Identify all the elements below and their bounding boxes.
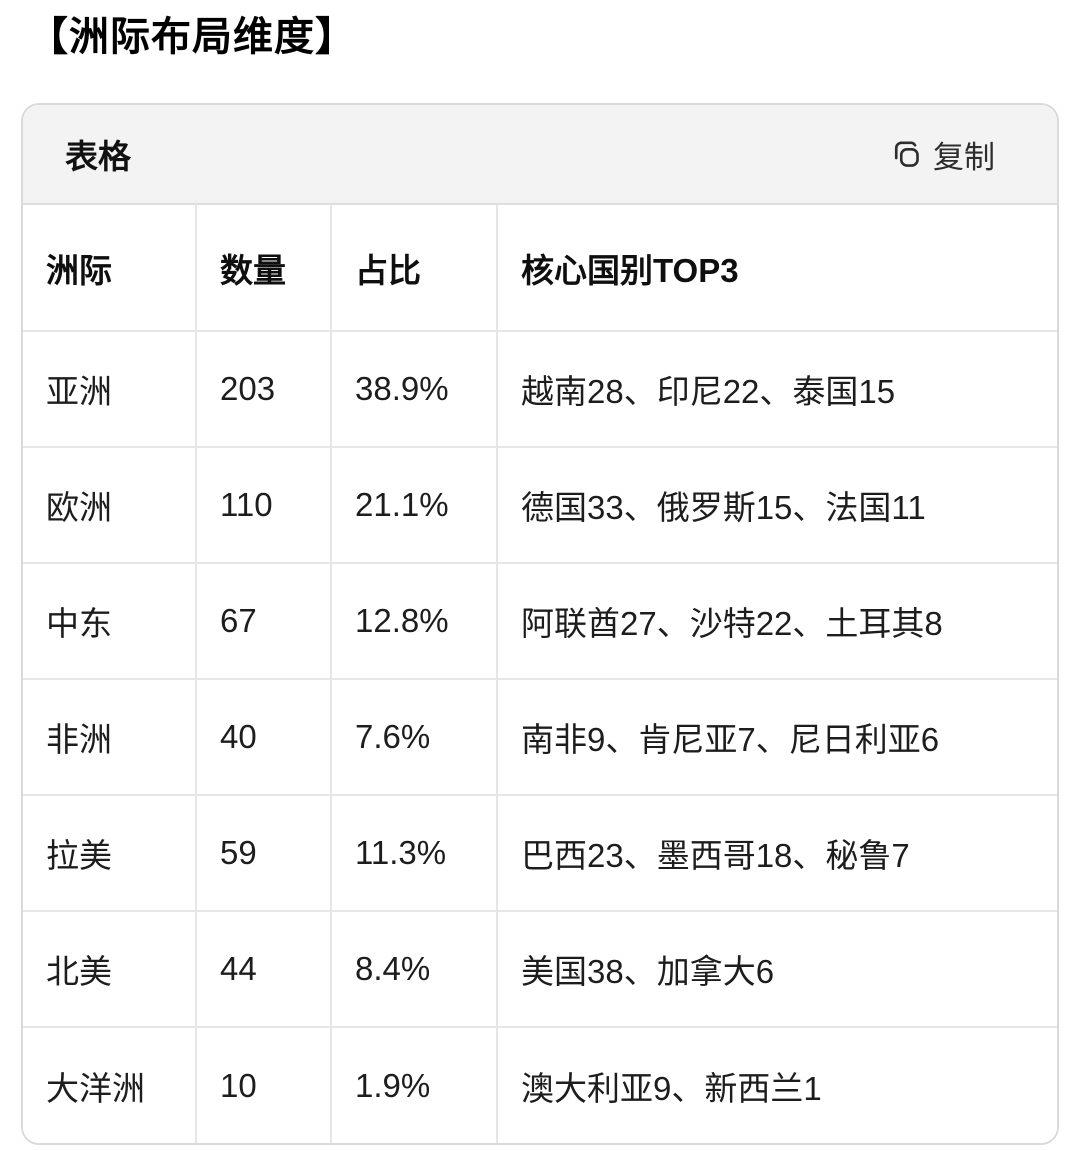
cell-continent: 拉美 [23, 794, 197, 912]
cell-count: 10 [195, 1026, 332, 1143]
table-row: 非洲 40 7.6% 南非9、肯尼亚7、尼日利亚6 [23, 678, 1057, 796]
header-cell-continent: 洲际 [23, 205, 197, 332]
cell-share: 1.9% [330, 1026, 498, 1143]
copy-icon [891, 139, 921, 169]
table-row: 中东 67 12.8% 阿联酋27、沙特22、土耳其8 [23, 562, 1057, 680]
cell-top3: 巴西23、墨西哥18、秘鲁7 [496, 794, 1057, 912]
table-row: 北美 44 8.4% 美国38、加拿大6 [23, 910, 1057, 1028]
cell-top3: 美国38、加拿大6 [496, 910, 1057, 1028]
cell-top3: 德国33、俄罗斯15、法国11 [496, 446, 1057, 564]
cell-count: 67 [195, 562, 332, 680]
cell-top3: 越南28、印尼22、泰国15 [496, 330, 1057, 448]
cell-count: 44 [195, 910, 332, 1028]
cell-share: 21.1% [330, 446, 498, 564]
copy-button[interactable]: 复制 [889, 126, 997, 183]
cell-share: 38.9% [330, 330, 498, 448]
table-row: 大洋洲 10 1.9% 澳大利亚9、新西兰1 [23, 1026, 1057, 1143]
copy-button-label: 复制 [933, 139, 995, 175]
cell-share: 11.3% [330, 794, 498, 912]
header-cell-count: 数量 [195, 205, 332, 332]
cell-top3: 南非9、肯尼亚7、尼日利亚6 [496, 678, 1057, 796]
header-row: 洲际 数量 占比 核心国别TOP3 [23, 205, 1057, 332]
cell-count: 40 [195, 678, 332, 796]
table-row: 亚洲 203 38.9% 越南28、印尼22、泰国15 [23, 330, 1057, 448]
cell-top3: 澳大利亚9、新西兰1 [496, 1026, 1057, 1143]
table-card: 表格 复制 洲际 数量 占比 核心国别TOP3 亚洲 203 38.9% 越南28、印尼22… [21, 103, 1059, 1145]
cell-count: 59 [195, 794, 332, 912]
cell-continent: 中东 [23, 562, 197, 680]
cell-share: 8.4% [330, 910, 498, 1028]
cell-continent: 亚洲 [23, 330, 197, 448]
header-cell-share: 占比 [330, 205, 498, 332]
table-body: 亚洲 203 38.9% 越南28、印尼22、泰国15 欧洲 110 21.1% 德国33、俄… [23, 330, 1057, 1143]
table-row: 拉美 59 11.3% 巴西23、墨西哥18、秘鲁7 [23, 794, 1057, 912]
card-header: 表格 复制 [23, 105, 1057, 205]
cell-share: 7.6% [330, 678, 498, 796]
card-title: 表格 [65, 138, 131, 175]
cell-continent: 北美 [23, 910, 197, 1028]
cell-count: 110 [195, 446, 332, 564]
cell-continent: 非洲 [23, 678, 197, 796]
cell-top3: 阿联酋27、沙特22、土耳其8 [496, 562, 1057, 680]
table-row: 欧洲 110 21.1% 德国33、俄罗斯15、法国11 [23, 446, 1057, 564]
cell-count: 203 [195, 330, 332, 448]
cell-continent: 大洋洲 [23, 1026, 197, 1143]
page-title: 【洲际布局维度】 [28, 15, 356, 59]
header-cell-top3: 核心国别TOP3 [496, 205, 1057, 332]
cell-continent: 欧洲 [23, 446, 197, 564]
data-table: 洲际 数量 占比 核心国别TOP3 亚洲 203 38.9% 越南28、印尼22、泰国15 欧… [23, 205, 1057, 1143]
cell-share: 12.8% [330, 562, 498, 680]
table-head: 洲际 数量 占比 核心国别TOP3 [23, 205, 1057, 332]
